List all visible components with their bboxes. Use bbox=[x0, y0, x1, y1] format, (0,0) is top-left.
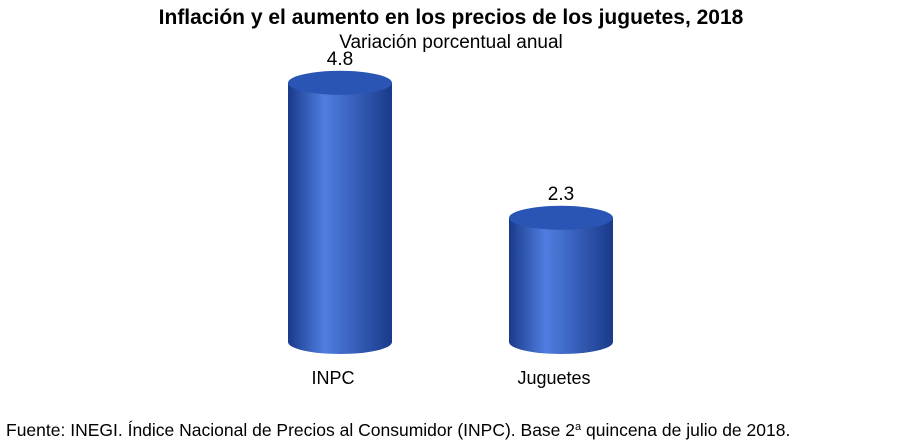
chart-subtitle: Variación porcentual anual bbox=[339, 32, 563, 53]
bar-top bbox=[509, 205, 613, 230]
bar-inpc bbox=[288, 70, 392, 355]
category-label: Juguetes bbox=[517, 368, 590, 388]
value-label: 2.3 bbox=[548, 184, 574, 205]
category-label: INPC bbox=[311, 368, 354, 388]
source-note: Fuente: INEGI. Índice Nacional de Precio… bbox=[6, 420, 790, 441]
source-text-end: quincena de julio de 2018. bbox=[581, 420, 791, 440]
value-label: 4.8 bbox=[327, 49, 353, 70]
source-superscript: a bbox=[575, 421, 582, 433]
chart-title: Inflación y el aumento en los precios de… bbox=[158, 6, 744, 29]
source-text: Fuente: INEGI. Índice Nacional de Precio… bbox=[6, 420, 575, 440]
bar-juguetes bbox=[509, 205, 613, 354]
bar-top bbox=[288, 70, 392, 95]
bar-body bbox=[509, 217, 613, 354]
bar-chart: 4.8 INPC 2.3 Juguetes bbox=[288, 49, 613, 388]
bar-body bbox=[288, 82, 392, 355]
